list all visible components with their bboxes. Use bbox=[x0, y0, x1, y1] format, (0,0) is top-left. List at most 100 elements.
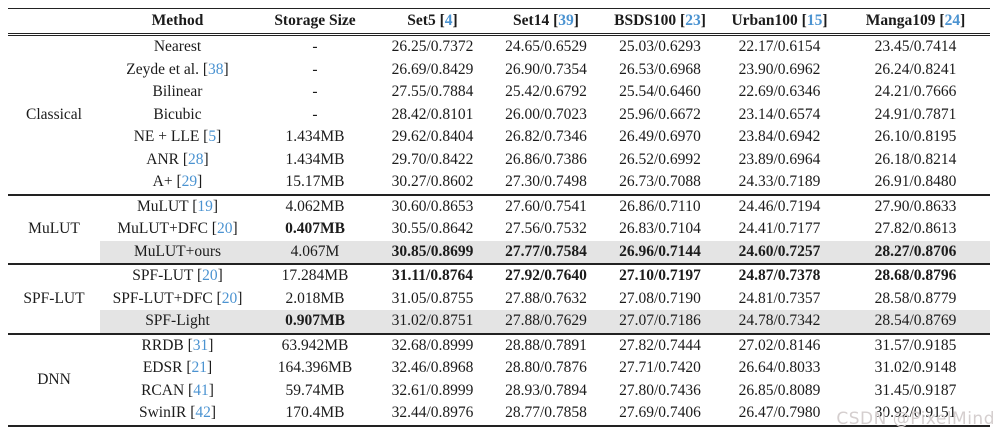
citation-link[interactable]: 21 bbox=[191, 359, 208, 377]
method-cell: SPF-LUT+DFC [20] bbox=[112, 289, 243, 307]
table-row: SPF-Light 0.907MB 31.02/0.8751 27.88/0.7629… bbox=[8, 310, 990, 334]
metric-cell-set14: 28.88/0.7891 bbox=[505, 336, 587, 354]
method-name: MuLUT+ours bbox=[133, 242, 222, 260]
storage-size-cell: - bbox=[312, 60, 318, 78]
metric-cell-bsds100: 25.03/0.6293 bbox=[619, 38, 701, 56]
method-cell: SPF-Light bbox=[100, 310, 255, 334]
citation-link[interactable]: 20 bbox=[221, 289, 238, 307]
metric-cell-bsds100: 26.96/0.7144 bbox=[602, 240, 718, 264]
storage-size-cell: 164.396MB bbox=[277, 359, 353, 377]
method-name: MuLUT+DFC bbox=[117, 220, 208, 238]
metric-cell-set5: 27.55/0.7884 bbox=[391, 83, 474, 101]
metric-cell-manga109: 31.57/0.9185 bbox=[874, 336, 957, 354]
results-table-container: Method Storage Size Set5 [4] Set14 [39] BSDS… bbox=[8, 8, 990, 427]
citation-link[interactable]: 23 bbox=[685, 12, 701, 29]
citation-link[interactable]: 38 bbox=[208, 60, 224, 78]
metric-cell-urban100: 23.84/0.6942 bbox=[738, 128, 821, 146]
storage-size-cell: 0.907MB bbox=[255, 310, 375, 334]
metric-cell-urban100: 22.69/0.6346 bbox=[738, 83, 821, 101]
metric-cell-manga109: 26.10/0.8195 bbox=[874, 128, 957, 146]
metric-cell-manga109: 31.45/0.9187 bbox=[874, 381, 957, 399]
citation-link[interactable]: 5 bbox=[208, 128, 217, 146]
storage-size-cell: 59.74MB bbox=[285, 381, 345, 399]
method-name: RCAN bbox=[141, 381, 185, 399]
citation-link[interactable]: 20 bbox=[202, 267, 218, 285]
method-name: MuLUT bbox=[136, 197, 189, 215]
metric-cell-set14: 27.56/0.7532 bbox=[505, 220, 587, 238]
metric-cell-bsds100: 25.96/0.6672 bbox=[619, 105, 701, 123]
sr-benchmark-table: Method Storage Size Set5 [4] Set14 [39] BSDS… bbox=[8, 8, 990, 427]
citation-link[interactable]: 19 bbox=[197, 197, 213, 215]
citation-link[interactable]: 20 bbox=[216, 220, 233, 238]
column-header-label: BSDS100 bbox=[614, 12, 677, 29]
method-group-mulut: MuLUT MuLUT [19] 4.062MB 30.60/0.8653 27.60/… bbox=[8, 194, 990, 264]
column-header-set5: Set5 [4] bbox=[407, 12, 458, 29]
citation-link[interactable]: 29 bbox=[181, 173, 198, 191]
method-group-spf-lut: SPF-LUT SPF-LUT [20] 17.284MB 31.11/0.8764 2… bbox=[8, 264, 990, 334]
metric-cell-set14: 26.00/0.7023 bbox=[505, 105, 587, 123]
column-header-group bbox=[8, 9, 100, 35]
metric-cell-set5: 32.68/0.8999 bbox=[391, 336, 474, 354]
method-cell: NE + LLE [5] bbox=[133, 128, 222, 146]
table-row: MuLUT+ours 4.067M 30.85/0.8699 27.77/0.7584… bbox=[8, 240, 990, 264]
method-cell: RRDB [31] bbox=[141, 336, 214, 354]
citation-link[interactable]: 15 bbox=[806, 12, 823, 29]
table-row: EDSR [21] 164.396MB 32.46/0.8968 28.80/0.78… bbox=[8, 357, 990, 380]
metric-cell-bsds100: 27.07/0.7186 bbox=[602, 310, 718, 334]
method-group-classical: Classical Nearest - 26.25/0.7372 24.65/0.652… bbox=[8, 35, 990, 195]
table-row: MuLUT MuLUT [19] 4.062MB 30.60/0.8653 27.60/… bbox=[8, 195, 990, 238]
metric-cell-set14: 26.82/0.7346 bbox=[505, 128, 587, 146]
metric-cell-set14: 27.77/0.7584 bbox=[490, 240, 602, 264]
column-header-bsds100: BSDS100 [23] bbox=[614, 12, 706, 29]
column-header-label: Manga109 bbox=[865, 12, 936, 29]
table-row: Zeyde et al. [38] - 26.69/0.8429 26.90/0.73… bbox=[8, 59, 990, 82]
method-name: Bilinear bbox=[152, 83, 203, 101]
method-name: NE + LLE bbox=[133, 128, 200, 146]
metric-cell-bsds100: 27.80/0.7436 bbox=[619, 381, 701, 399]
metric-cell-bsds100: 26.86/0.7110 bbox=[619, 197, 701, 215]
citation-link[interactable]: 4 bbox=[444, 12, 453, 29]
metric-cell-set14: 26.86/0.7386 bbox=[505, 150, 587, 168]
citation-link[interactable]: 39 bbox=[558, 12, 574, 29]
metric-cell-set5: 32.46/0.8968 bbox=[391, 359, 474, 377]
citation-link[interactable]: 31 bbox=[192, 336, 209, 354]
method-name: Zeyde et al. bbox=[126, 60, 199, 78]
metric-cell-set14: 28.77/0.7858 bbox=[505, 404, 587, 422]
table-row: SwinIR [42] 170.4MB 32.44/0.8976 28.77/0.78… bbox=[8, 402, 990, 426]
method-cell: MuLUT+DFC [20] bbox=[117, 220, 238, 238]
metric-cell-bsds100: 27.82/0.7444 bbox=[619, 336, 701, 354]
column-header-method: Method bbox=[100, 9, 255, 35]
column-header-set14: Set14 [39] bbox=[513, 12, 579, 29]
metric-cell-bsds100: 27.69/0.7406 bbox=[619, 404, 701, 422]
metric-cell-manga109: 30.92/0.9151 bbox=[874, 404, 957, 422]
metric-cell-bsds100: 26.49/0.6970 bbox=[619, 128, 701, 146]
storage-size-cell: - bbox=[312, 105, 318, 123]
storage-size-cell: - bbox=[312, 38, 318, 56]
citation-link[interactable]: 42 bbox=[195, 404, 211, 422]
method-cell: A+ [29] bbox=[152, 173, 203, 191]
metric-cell-set14: 27.30/0.7498 bbox=[505, 173, 587, 191]
method-name: SwinIR bbox=[138, 404, 187, 422]
citation-link[interactable]: 41 bbox=[193, 381, 209, 399]
column-header-label: Method bbox=[151, 12, 204, 29]
metric-cell-set5: 32.61/0.8999 bbox=[391, 381, 474, 399]
metric-cell-urban100: 24.41/0.7177 bbox=[738, 220, 821, 238]
method-cell: MuLUT+ours bbox=[100, 240, 255, 264]
method-name: SPF-Light bbox=[145, 312, 210, 330]
storage-size-cell: 1.434MB bbox=[285, 150, 345, 168]
metric-cell-set14: 27.60/0.7541 bbox=[505, 197, 587, 215]
metric-cell-manga109: 28.27/0.8706 bbox=[841, 240, 990, 264]
citation-link[interactable]: 28 bbox=[188, 150, 204, 168]
citation-link[interactable]: 24 bbox=[944, 12, 961, 29]
table-row: NE + LLE [5] 1.434MB 29.62/0.8404 26.82/0.7… bbox=[8, 126, 990, 149]
table-row: DNN RRDB [31] 63.942MB 32.68/0.8999 28.88/0.… bbox=[8, 334, 990, 388]
method-name: SPF-LUT+DFC bbox=[112, 289, 213, 307]
method-cell: EDSR [21] bbox=[142, 359, 213, 377]
metric-cell-set5: 31.11/0.8764 bbox=[392, 267, 473, 285]
column-header-label: Urban100 bbox=[731, 12, 798, 29]
metric-cell-bsds100: 26.73/0.7088 bbox=[619, 173, 701, 191]
metric-cell-bsds100: 26.83/0.7104 bbox=[619, 220, 701, 238]
column-header-urban100: Urban100 [15] bbox=[731, 12, 828, 29]
metric-cell-manga109: 28.54/0.8769 bbox=[841, 310, 990, 334]
metric-cell-bsds100: 26.52/0.6992 bbox=[619, 150, 701, 168]
